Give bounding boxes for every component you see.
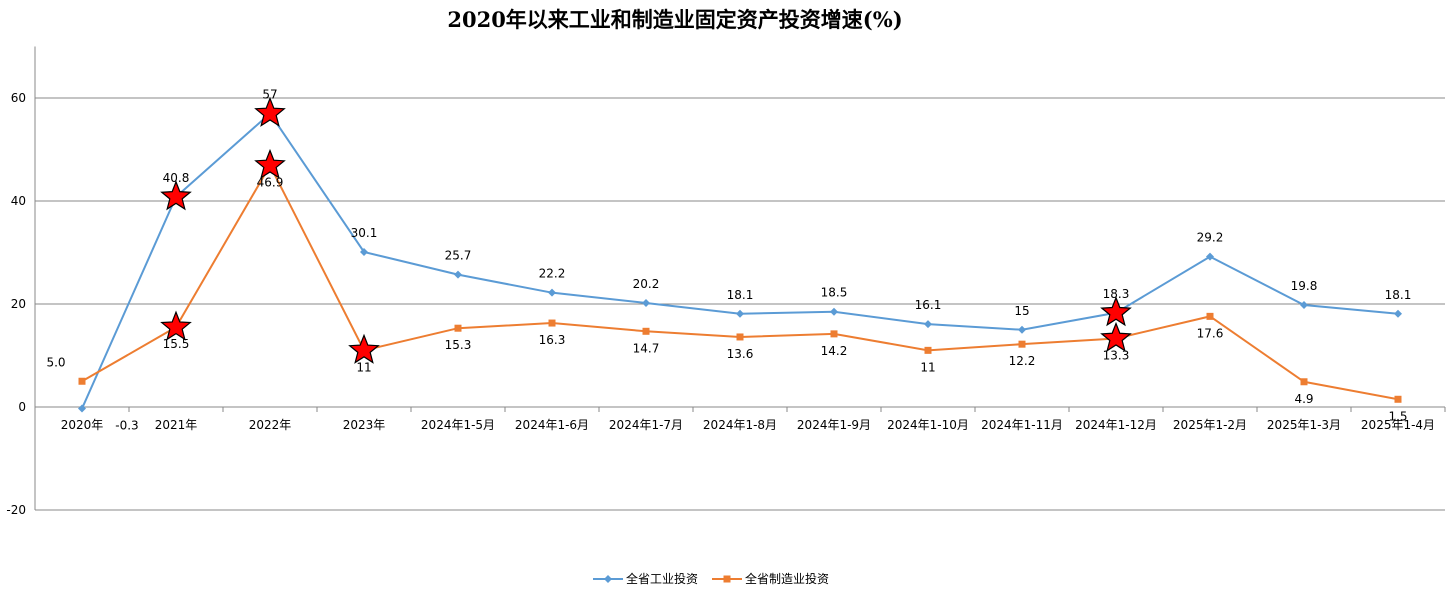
- series-line-0: [81, 111, 1399, 409]
- data-point: [78, 377, 86, 385]
- data-point: [1018, 325, 1026, 334]
- data-point: [1206, 312, 1214, 320]
- data-label: 15: [1014, 304, 1029, 318]
- highlight-star-icon: [160, 180, 192, 211]
- data-label: 12.2: [1009, 354, 1036, 368]
- x-tick-label: 2022年: [249, 418, 292, 432]
- data-label: 22.2: [539, 267, 566, 281]
- data-point: [924, 320, 932, 329]
- data-labels: -0.3 40.8 57 30.1 25.7 22.2 20.2 18.1 18.5 16.1 15…: [46, 87, 1411, 432]
- axes: -20 0 20 40 60 2020年 2021年 2022年 2023年 2024年1-5月 2…: [6, 46, 1446, 517]
- x-tick-label: 2025年1-4月: [1361, 418, 1435, 432]
- data-label: 13.3: [1103, 349, 1130, 363]
- data-label: 13.6: [727, 347, 754, 361]
- x-tick-label: 2021年: [155, 418, 198, 432]
- legend-item-1: 全省制造业投资: [712, 571, 829, 586]
- y-tick-label: 20: [11, 297, 26, 311]
- y-tick-label: 60: [11, 91, 26, 105]
- data-label: 11: [920, 360, 935, 374]
- data-label: 19.8: [1291, 279, 1318, 293]
- data-label: 18.3: [1103, 287, 1130, 301]
- data-point: [1394, 309, 1402, 318]
- highlight-star-icon: [254, 96, 286, 127]
- data-point: [642, 327, 650, 335]
- x-tick-label: 2024年1-7月: [609, 418, 683, 432]
- x-tick-label: 2024年1-12月: [1075, 418, 1157, 432]
- highlight-stars: [160, 96, 1132, 364]
- x-tick-label: 2020年: [61, 418, 104, 432]
- data-point: [736, 309, 744, 318]
- data-point: [454, 270, 462, 279]
- data-point: [924, 346, 932, 354]
- data-point: [1018, 340, 1026, 348]
- x-tick-label: 2023年: [343, 418, 386, 432]
- data-label: 25.7: [445, 249, 472, 263]
- data-label: 18.1: [1385, 288, 1412, 302]
- highlight-star-icon: [160, 310, 192, 341]
- series: [78, 109, 1402, 413]
- data-label: 14.7: [633, 341, 660, 355]
- x-tick-label: 2024年1-8月: [703, 418, 777, 432]
- x-tick-label: 2025年1-2月: [1173, 418, 1247, 432]
- legend-item-0: 全省工业投资: [593, 571, 698, 586]
- legend-label: 全省制造业投资: [745, 571, 829, 586]
- x-tick-label: 2024年1-9月: [797, 418, 871, 432]
- data-point: [642, 298, 650, 307]
- legend-label: 全省工业投资: [626, 571, 698, 586]
- x-tick-label: 2025年1-3月: [1267, 418, 1341, 432]
- data-label: 15.5: [163, 337, 190, 351]
- data-label: 11: [356, 360, 371, 374]
- y-tick-label: 40: [11, 194, 26, 208]
- data-point: [1394, 395, 1402, 403]
- gridlines: [35, 97, 1445, 511]
- highlight-star-icon: [1100, 296, 1132, 327]
- data-label: 30.1: [351, 226, 378, 240]
- legend: 全省工业投资 全省制造业投资: [593, 571, 829, 586]
- x-tick-label: 2024年1-10月: [887, 418, 969, 432]
- data-point: [1300, 301, 1308, 310]
- data-label: 16.3: [539, 333, 566, 347]
- data-point: [548, 288, 556, 297]
- data-point: [830, 307, 838, 316]
- x-tick-label: 2024年1-11月: [981, 418, 1063, 432]
- data-point: [1300, 378, 1308, 386]
- data-point: [360, 247, 368, 256]
- data-label: 14.2: [821, 344, 848, 358]
- data-label: 20.2: [633, 277, 660, 291]
- highlight-star-icon: [254, 148, 286, 179]
- data-point: [454, 324, 462, 332]
- data-point: [736, 333, 744, 341]
- legend-marker: [604, 575, 612, 583]
- data-label: 17.6: [1197, 326, 1224, 340]
- highlight-star-icon: [348, 333, 380, 364]
- highlight-star-icon: [1100, 321, 1132, 352]
- chart-title: 2020年以来工业和制造业固定资产投资增速(%): [447, 7, 903, 32]
- data-point: [78, 404, 86, 413]
- y-tick-label: -20: [6, 503, 26, 517]
- data-label: -0.3: [115, 419, 138, 433]
- data-label: 40.8: [163, 171, 190, 185]
- legend-marker: [723, 575, 731, 583]
- data-point: [548, 319, 556, 327]
- data-label: 15.3: [445, 338, 472, 352]
- data-label: 4.9: [1294, 392, 1313, 406]
- y-tick-label: 0: [18, 400, 26, 414]
- data-label: 18.5: [821, 286, 848, 300]
- data-label: 57: [262, 87, 277, 101]
- data-label: 46.9: [257, 175, 284, 189]
- data-label: 1.5: [1388, 409, 1407, 423]
- data-label: 16.1: [915, 298, 942, 312]
- data-label: 5.0: [46, 355, 65, 369]
- data-point: [1206, 252, 1214, 261]
- x-tick-label: 2024年1-5月: [421, 418, 495, 432]
- x-tick-label: 2024年1-6月: [515, 418, 589, 432]
- data-point: [830, 330, 838, 338]
- data-label: 29.2: [1197, 231, 1224, 245]
- data-label: 18.1: [727, 288, 754, 302]
